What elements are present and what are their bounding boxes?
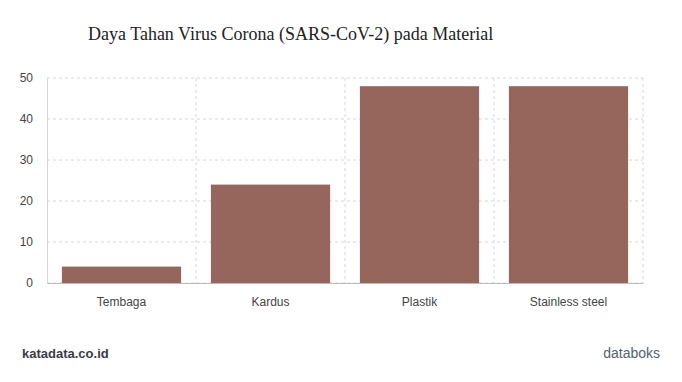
bars <box>62 86 628 283</box>
bar <box>62 267 181 283</box>
y-tick: 20 <box>20 194 47 208</box>
grid-line-vertical <box>196 78 197 283</box>
grid-line-vertical <box>494 78 495 283</box>
y-axis: 0 10 20 30 40 50 <box>20 71 48 290</box>
y-tick-label: 40 <box>20 112 34 126</box>
x-tick: Kardus <box>251 283 289 309</box>
y-tick-label: 50 <box>20 71 34 85</box>
bar <box>509 86 628 283</box>
y-tick-label: 30 <box>20 153 34 167</box>
y-tick-label: 20 <box>20 194 34 208</box>
x-axis-line <box>48 283 644 284</box>
grid <box>47 78 643 283</box>
x-tick: Plastik <box>402 283 438 309</box>
y-tick-label: 0 <box>26 276 33 290</box>
x-tick: Tembaga <box>97 283 147 309</box>
source-logo: katadata.co.id <box>22 346 109 361</box>
y-tick: 50 <box>20 71 47 85</box>
grid-line-vertical <box>643 78 644 283</box>
bar <box>211 185 330 283</box>
x-tick-label: Stainless steel <box>530 295 607 309</box>
plot: 0 10 20 30 40 50 Tembaga Kardus Plastik Stainless… <box>20 71 644 308</box>
y-axis-line <box>47 79 48 284</box>
grid-line-vertical <box>345 78 346 283</box>
y-tick: 40 <box>20 112 47 126</box>
y-tick: 30 <box>20 153 47 167</box>
x-tick-label: Tembaga <box>97 295 147 309</box>
x-tick-label: Plastik <box>402 295 438 309</box>
title: Daya Tahan Virus Corona (SARS-CoV-2) pad… <box>88 24 493 45</box>
y-tick-label: 10 <box>20 235 34 249</box>
x-tick: Stainless steel <box>530 283 607 309</box>
chart: Daya Tahan Virus Corona (SARS-CoV-2) pad… <box>0 0 682 382</box>
bar <box>360 86 479 283</box>
x-tick-label: Kardus <box>251 295 289 309</box>
x-axis: Tembaga Kardus Plastik Stainless steel <box>48 283 644 309</box>
brand-logo: databoks <box>603 345 660 361</box>
y-tick: 0 <box>26 276 47 290</box>
y-tick: 10 <box>20 235 47 249</box>
